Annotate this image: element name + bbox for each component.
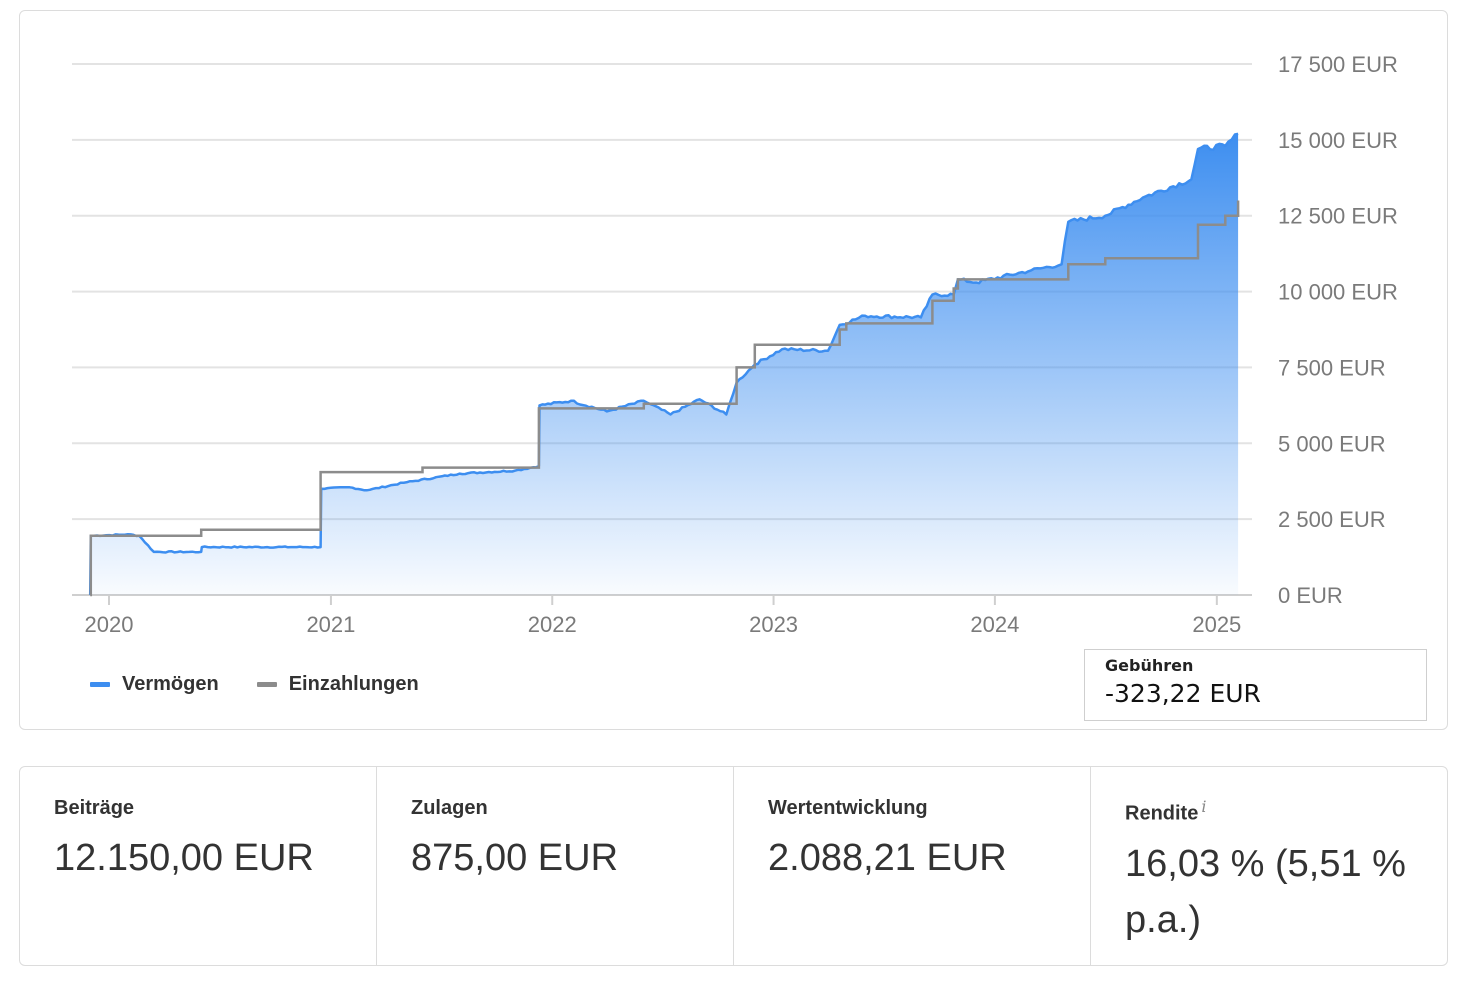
x-tick-label: 2020	[85, 612, 134, 637]
y-tick-label: 7 500 EUR	[1278, 355, 1386, 380]
stat-label-zulagen: Zulagen	[411, 797, 488, 819]
stat-zulagen: Zulagen 875,00 EUR	[376, 767, 733, 965]
stat-value-rendite: 16,03 % (5,51 % p.a.)	[1125, 842, 1406, 941]
legend-label-einzahlungen: Einzahlungen	[288, 673, 419, 695]
asset-chart: 0 EUR 2 500 EUR 5 000 EUR 7 500 EUR 10 000 E…	[72, 52, 1398, 637]
y-tick-label: 0 EUR	[1278, 583, 1343, 608]
series-line-vermoegen	[88, 132, 1239, 596]
series-line-einzahlungen	[89, 200, 1240, 597]
x-tick-label: 2022	[528, 612, 577, 637]
stat-value-zulagen: 875,00 EUR	[411, 837, 619, 879]
series-area-vermoegen	[90, 133, 1239, 596]
x-tick-label: 2023	[749, 612, 798, 637]
legend-item-einzahlungen[interactable]: Einzahlungen	[256, 673, 419, 696]
y-tick-label: 2 500 EUR	[1278, 507, 1386, 532]
info-icon[interactable]: i	[1201, 797, 1207, 816]
y-tick-label: 10 000 EUR	[1278, 280, 1398, 305]
y-tick-label: 12 500 EUR	[1278, 204, 1398, 229]
fees-tooltip: Gebühren -323,22 EUR	[1084, 649, 1427, 721]
y-tick-label: 5 000 EUR	[1278, 431, 1386, 456]
stat-rendite: Rendite i 16,03 % (5,51 % p.a.)	[1090, 767, 1447, 965]
stat-beitraege: Beiträge 12.150,00 EUR	[20, 767, 376, 965]
x-tick-label: 2021	[306, 612, 355, 637]
stat-value-beitraege: 12.150,00 EUR	[54, 837, 314, 879]
stat-label-wertentwicklung: Wertentwicklung	[768, 797, 928, 819]
stat-label-rendite-row: Rendite i	[1125, 797, 1413, 826]
stat-label-beitraege: Beiträge	[54, 797, 135, 819]
chart-legend: Vermögen Einzahlungen	[90, 673, 419, 696]
stat-value-wertentwicklung: 2.088,21 EUR	[768, 837, 1007, 879]
summary-card: Beiträge 12.150,00 EUR Zulagen 875,00 EU…	[19, 766, 1448, 966]
legend-label-vermoegen: Vermögen	[122, 673, 219, 695]
fees-label: Gebühren	[1105, 656, 1194, 675]
chart-card: 0 EUR 2 500 EUR 5 000 EUR 7 500 EUR 10 000 E…	[19, 10, 1448, 730]
fees-value: -323,22 EUR	[1105, 679, 1261, 708]
x-tick-label: 2024	[970, 612, 1019, 637]
stat-label-rendite: Rendite	[1125, 802, 1199, 825]
legend-swatch-einzahlungen	[256, 682, 277, 687]
x-tick-label: 2025	[1192, 612, 1241, 637]
y-tick-label: 15 000 EUR	[1278, 128, 1398, 153]
y-tick-label: 17 500 EUR	[1278, 52, 1398, 77]
stat-wertentwicklung: Wertentwicklung 2.088,21 EUR	[733, 767, 1090, 965]
legend-item-vermoegen[interactable]: Vermögen	[90, 673, 219, 696]
legend-swatch-vermoegen	[90, 682, 110, 687]
